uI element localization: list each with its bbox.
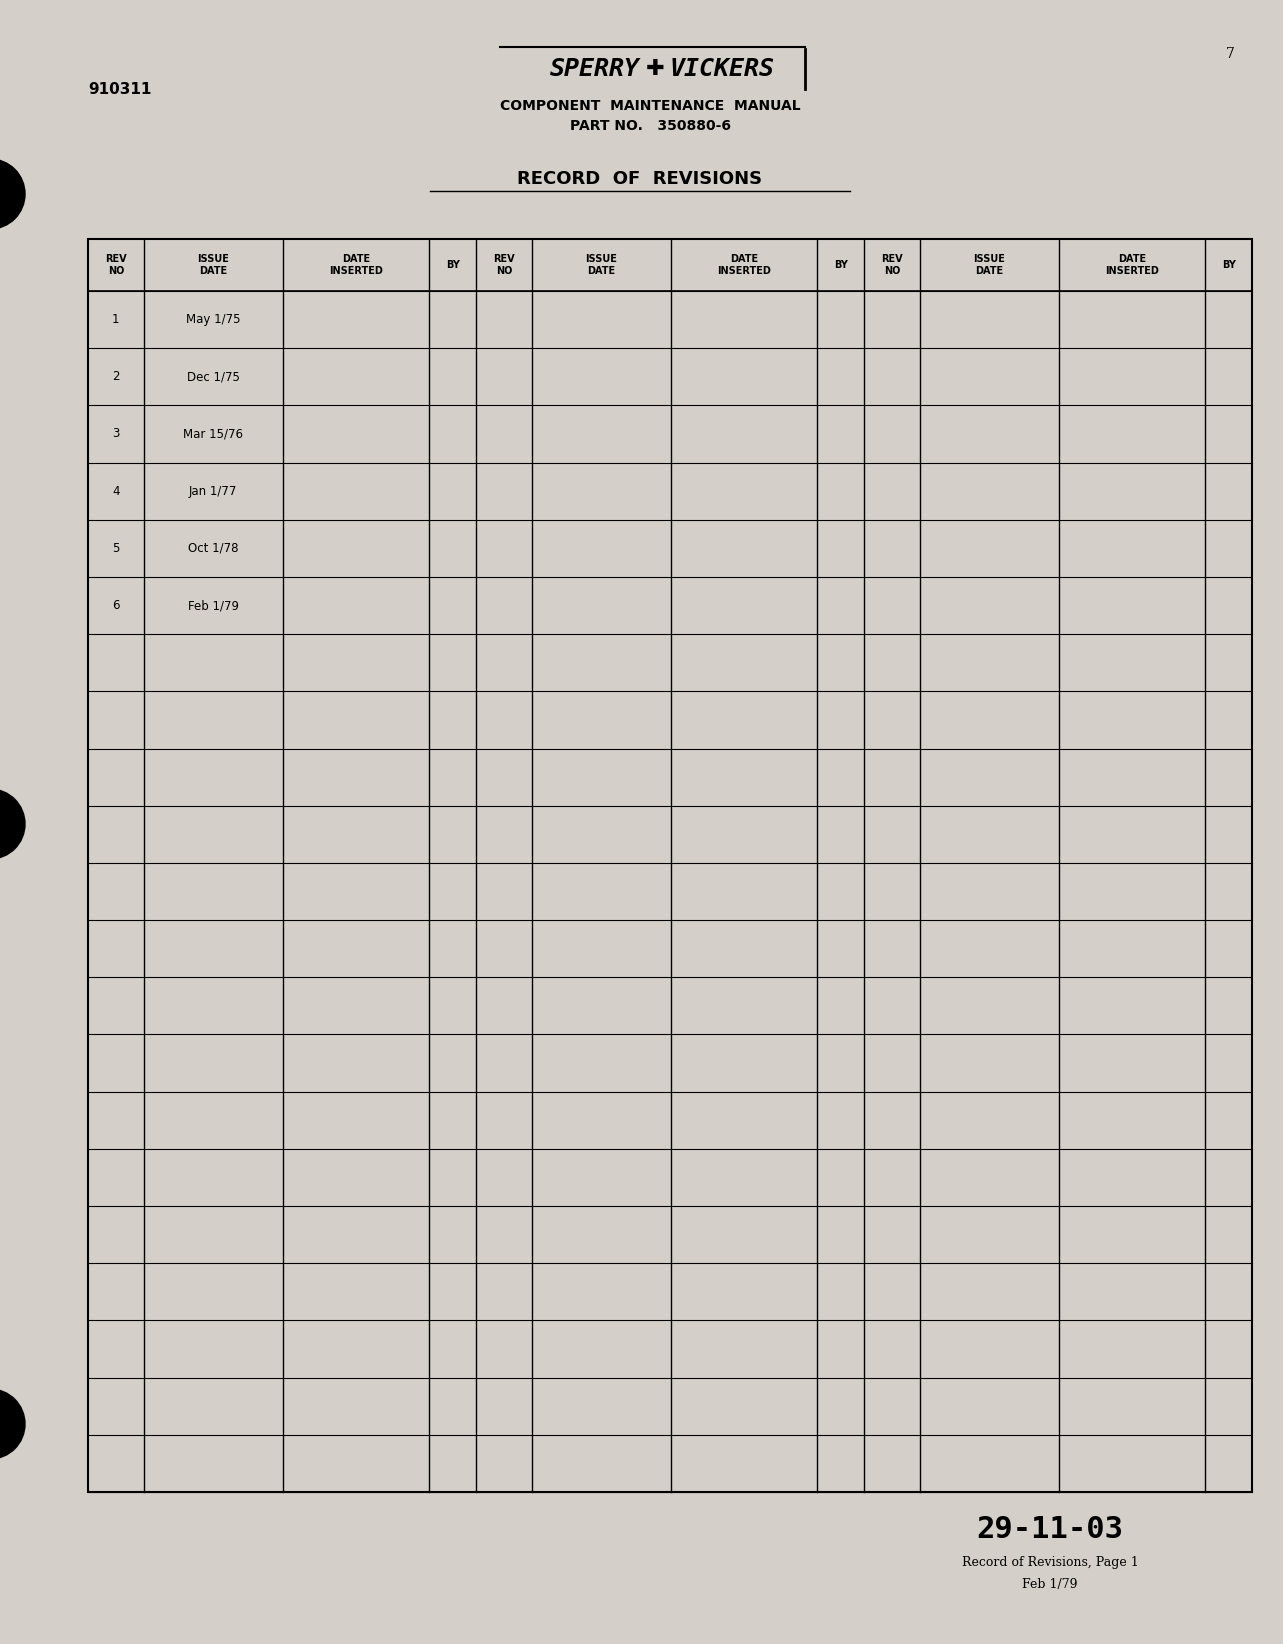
Text: ISSUE
DATE: ISSUE DATE [974,255,1005,276]
Text: 7: 7 [1225,48,1234,61]
Text: Feb 1/79: Feb 1/79 [187,598,239,612]
Text: REV
NO: REV NO [105,255,127,276]
Text: Dec 1/75: Dec 1/75 [187,370,240,383]
Text: BY: BY [445,260,459,270]
Text: ISSUE
DATE: ISSUE DATE [585,255,617,276]
Text: Jan 1/77: Jan 1/77 [189,485,237,498]
Text: REV
NO: REV NO [881,255,903,276]
Text: BY: BY [1221,260,1236,270]
Text: 910311: 910311 [89,82,151,97]
Circle shape [0,159,24,229]
Text: Feb 1/79: Feb 1/79 [1023,1578,1078,1590]
Text: SPERRY: SPERRY [550,58,640,81]
Text: Mar 15/76: Mar 15/76 [183,427,244,441]
Circle shape [0,789,24,860]
Text: Record of Revisions, Page 1: Record of Revisions, Page 1 [962,1555,1138,1568]
Text: 6: 6 [112,598,119,612]
Text: VICKERS: VICKERS [670,58,775,81]
Text: 3: 3 [112,427,119,441]
Circle shape [0,1389,24,1458]
Text: COMPONENT  MAINTENANCE  MANUAL: COMPONENT MAINTENANCE MANUAL [499,99,801,113]
Text: 29-11-03: 29-11-03 [976,1514,1124,1544]
Text: REV
NO: REV NO [493,255,514,276]
Text: PART NO.   350880-6: PART NO. 350880-6 [570,118,730,133]
Text: ISSUE
DATE: ISSUE DATE [198,255,230,276]
Text: RECORD  OF  REVISIONS: RECORD OF REVISIONS [517,169,762,187]
Text: 5: 5 [112,543,119,556]
Text: BY: BY [834,260,848,270]
Text: DATE
INSERTED: DATE INSERTED [717,255,771,276]
Text: 4: 4 [112,485,119,498]
Text: 2: 2 [112,370,119,383]
Text: 1: 1 [112,312,119,326]
Text: DATE
INSERTED: DATE INSERTED [1105,255,1159,276]
Bar [89,238,1252,1493]
Text: ✚: ✚ [645,59,665,79]
Text: Oct 1/78: Oct 1/78 [187,543,239,556]
Text: May 1/75: May 1/75 [186,312,240,326]
Text: DATE
INSERTED: DATE INSERTED [328,255,382,276]
